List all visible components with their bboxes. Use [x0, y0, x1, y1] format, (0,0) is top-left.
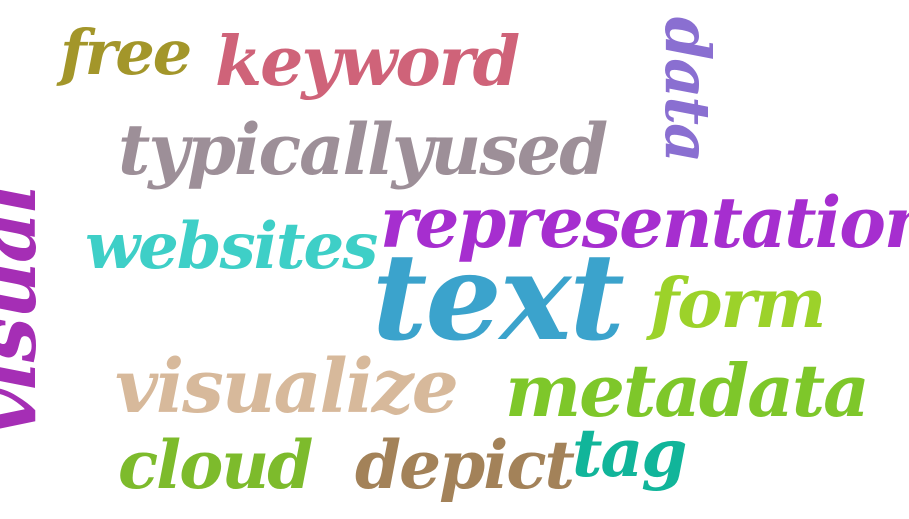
word-metadata: metadata — [505, 348, 870, 433]
word-depict: depict — [355, 426, 575, 504]
word-text: text — [372, 227, 625, 368]
word-visualize: visualize — [115, 344, 459, 430]
word-representation: representation — [380, 181, 909, 264]
word-websites: websites — [85, 209, 378, 284]
word-visual: visual — [0, 184, 55, 436]
word-free: free — [60, 16, 192, 89]
word-form: form — [650, 264, 826, 344]
word-tag: tag — [572, 414, 687, 492]
word-typicallyused: typicallyused — [118, 108, 608, 191]
word-keyword: keyword — [215, 22, 520, 102]
word-data: data — [651, 16, 725, 162]
word-cloud: cloud — [118, 426, 313, 504]
